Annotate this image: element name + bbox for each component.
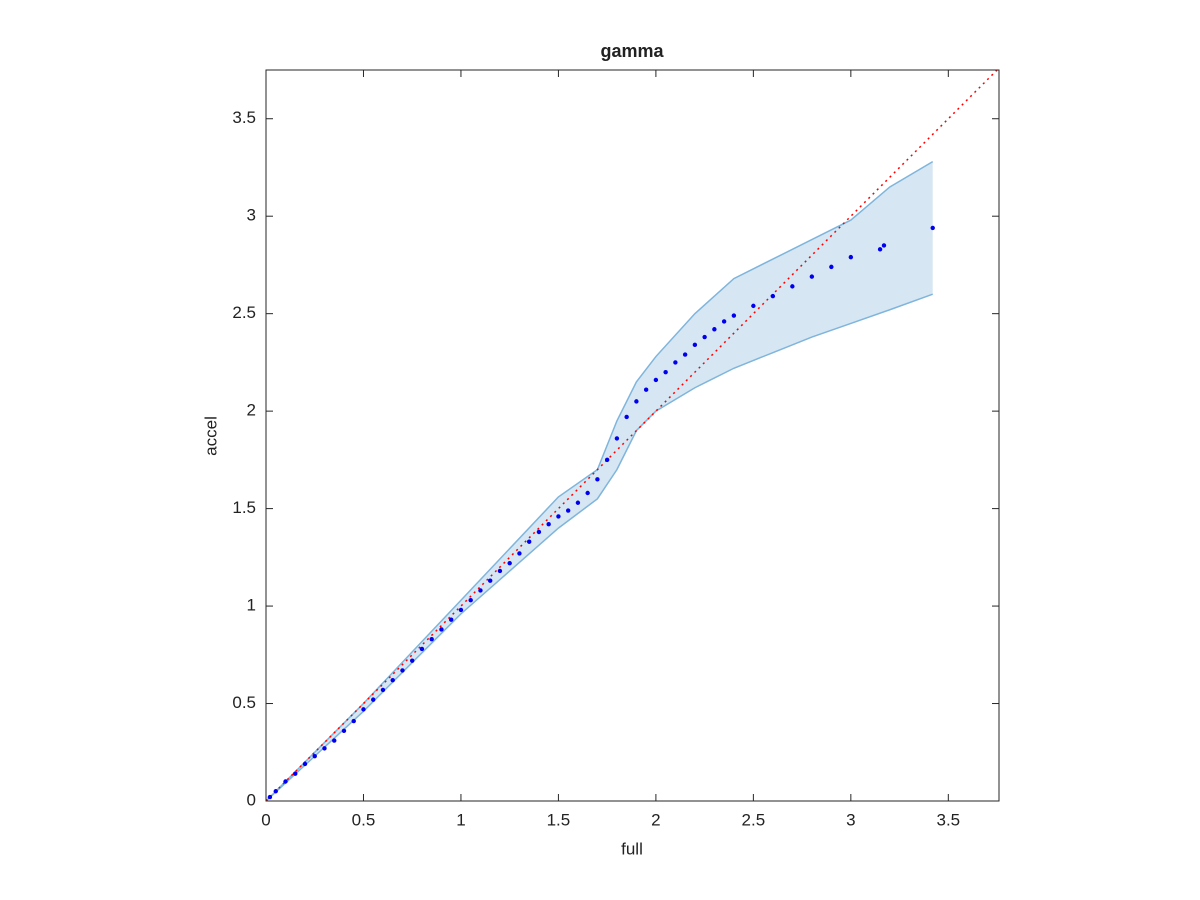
point (881, 243, 887, 248)
point (624, 414, 629, 420)
point (293, 771, 298, 776)
y-axis-label: accel (201, 416, 220, 456)
x-axis-label: full (621, 839, 643, 858)
point (663, 369, 668, 375)
point (604, 457, 610, 463)
point (390, 677, 395, 683)
x-tick-label: 1 (456, 810, 465, 829)
x-tick-label: 2.5 (742, 810, 766, 829)
y-tick-label: 0 (247, 790, 256, 809)
point (643, 387, 649, 392)
point (565, 508, 571, 513)
point (546, 521, 551, 527)
x-tick-label: 2 (651, 810, 660, 829)
point (634, 399, 639, 404)
point (877, 247, 883, 252)
point (536, 529, 542, 535)
band-upper (266, 160, 934, 801)
point (429, 637, 434, 642)
point (332, 738, 337, 743)
point (517, 551, 522, 556)
point (361, 707, 366, 712)
point (702, 334, 707, 340)
point (930, 225, 935, 231)
x-tick-label: 0 (261, 810, 270, 829)
point (585, 490, 590, 496)
point (848, 254, 854, 260)
point (322, 746, 327, 751)
band-lower (266, 293, 933, 801)
point (595, 477, 600, 482)
point (682, 352, 688, 357)
point (380, 687, 386, 693)
point (751, 303, 756, 309)
point (273, 789, 278, 794)
point (507, 560, 512, 566)
point (497, 568, 503, 574)
point (468, 598, 473, 603)
point (478, 588, 483, 593)
point (312, 753, 317, 759)
point (809, 274, 815, 279)
point (712, 327, 717, 332)
point (458, 607, 464, 613)
point (283, 779, 288, 784)
point (526, 539, 532, 544)
point (673, 360, 678, 365)
y-tick-label: 0.5 (232, 693, 256, 712)
point (556, 514, 561, 519)
x-tick-label: 1.5 (547, 810, 571, 829)
point (614, 436, 620, 441)
y-tick-label: 3 (247, 206, 256, 225)
plot-area (266, 70, 999, 801)
point (302, 761, 308, 767)
point (341, 728, 347, 734)
y-tick-label: 2 (247, 401, 256, 420)
y-tick-label: 3.5 (232, 108, 256, 127)
y-tick-label: 1.5 (232, 498, 256, 517)
axes-box (265, 69, 1000, 802)
point (575, 500, 581, 505)
point (400, 668, 405, 673)
x-tick-label: 3 (846, 810, 855, 829)
point (419, 646, 425, 652)
point (653, 377, 659, 383)
point (487, 578, 493, 583)
point (351, 718, 356, 724)
point (439, 627, 444, 632)
point (721, 319, 727, 324)
point (829, 264, 834, 270)
y-tick-label: 1 (247, 596, 256, 615)
point (790, 284, 795, 289)
point (371, 697, 376, 702)
point (770, 293, 776, 299)
chart-title: gamma (600, 41, 664, 61)
point (731, 313, 737, 318)
x-tick-label: 0.5 (352, 810, 376, 829)
y-tick-label: 2.5 (232, 303, 256, 322)
confidence-band (266, 161, 933, 801)
point (448, 617, 454, 622)
point (267, 794, 273, 800)
x-tick-label: 3.5 (936, 810, 960, 829)
point (692, 342, 698, 348)
point (410, 658, 415, 663)
